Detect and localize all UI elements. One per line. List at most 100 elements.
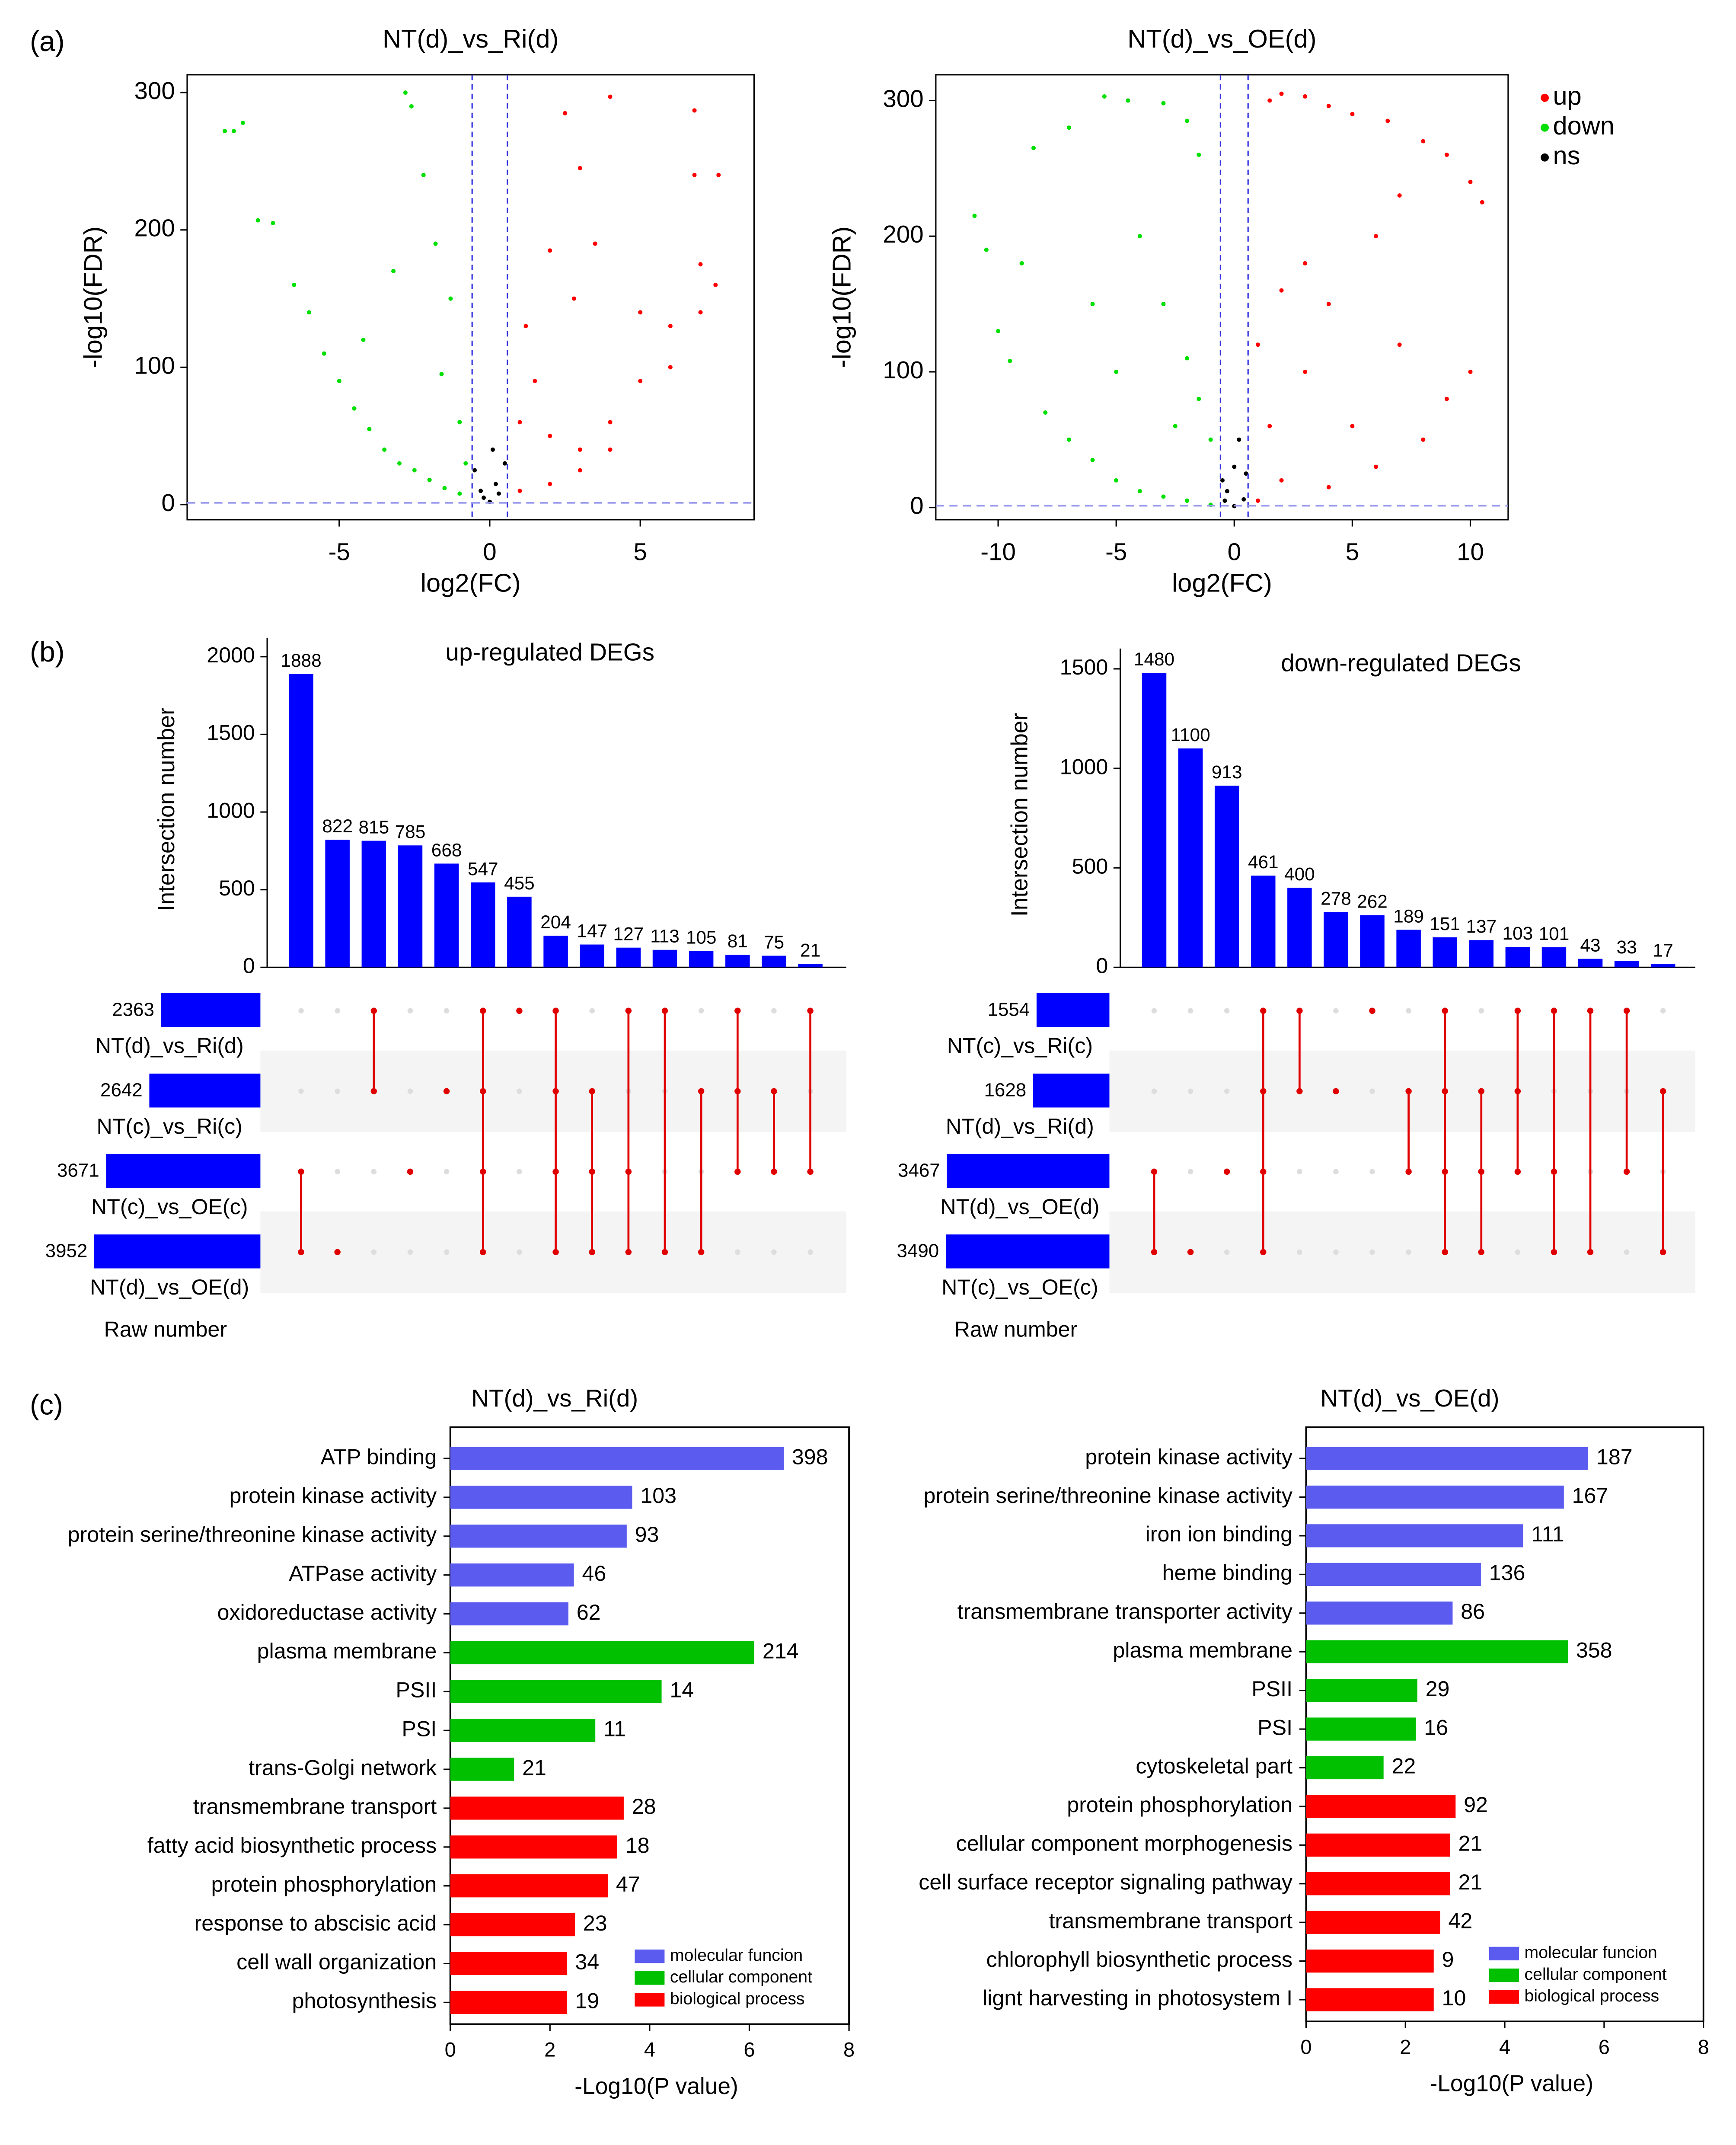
- value-label: 668: [431, 840, 462, 860]
- bar: [1360, 915, 1385, 968]
- point: [463, 461, 468, 466]
- y-tick-label: 300: [134, 77, 175, 104]
- count-label: 62: [577, 1600, 601, 1624]
- y-tick-label: 300: [883, 85, 923, 112]
- bar: [725, 955, 750, 968]
- point: [496, 491, 501, 496]
- panel-label: (c): [30, 1388, 63, 1420]
- point: [1137, 234, 1142, 239]
- point: [1241, 497, 1246, 502]
- point: [240, 121, 245, 125]
- matrix-dot: [1296, 1088, 1303, 1095]
- bar: [289, 674, 313, 968]
- point: [421, 173, 426, 177]
- matrix-dot: [1296, 1007, 1303, 1014]
- bar: [450, 1602, 568, 1626]
- point: [1161, 101, 1166, 105]
- value-label: 913: [1212, 762, 1242, 782]
- bar: [1178, 748, 1203, 968]
- count-label: 46: [582, 1561, 606, 1586]
- point: [1222, 499, 1227, 503]
- y-axis-label: -log10(FDR): [827, 226, 856, 368]
- point: [578, 166, 582, 170]
- bar: [1505, 946, 1530, 968]
- point: [1161, 302, 1166, 307]
- y-tick-label: 0: [243, 954, 255, 978]
- x-axis-label: log2(FC): [1172, 568, 1272, 597]
- legend-swatch: [635, 1971, 665, 1985]
- matrix-dot: [734, 1088, 741, 1095]
- bar: [325, 840, 350, 968]
- chart-title: NT(d)_vs_OE(d): [1127, 24, 1316, 53]
- matrix-dot-empty: [444, 1249, 450, 1255]
- bar: [616, 947, 641, 968]
- matrix-dot: [1260, 1168, 1267, 1175]
- matrix-dot: [625, 1168, 632, 1175]
- point: [578, 468, 582, 473]
- bar: [1142, 673, 1167, 968]
- point: [1225, 489, 1229, 494]
- point: [1326, 302, 1331, 307]
- matrix-dot-empty: [517, 1088, 522, 1094]
- point: [517, 489, 522, 493]
- matrix-dot: [407, 1168, 414, 1175]
- point: [1161, 494, 1166, 499]
- bar: [1469, 940, 1494, 968]
- point: [502, 461, 507, 466]
- point: [337, 379, 341, 384]
- x-tick-label: 5: [633, 538, 647, 565]
- matrix-dot: [807, 1007, 814, 1014]
- point: [1267, 98, 1272, 103]
- matrix-dot-empty: [807, 1249, 813, 1255]
- category-label: transmembrane transport: [193, 1794, 437, 1819]
- matrix-dot: [1514, 1168, 1521, 1175]
- bar: [1287, 888, 1312, 968]
- count-label: 187: [1596, 1445, 1633, 1469]
- point: [1185, 499, 1190, 503]
- value-label: 21: [800, 940, 820, 961]
- matrix-dot: [1623, 1168, 1630, 1175]
- legend-swatch: [635, 1949, 665, 1963]
- x-tick-label: -5: [329, 538, 350, 565]
- y-tick-label: 500: [219, 876, 255, 900]
- bar: [1306, 1872, 1450, 1896]
- set-bar: [149, 1074, 261, 1108]
- plot-frame: [186, 74, 755, 521]
- matrix-dot: [661, 1007, 668, 1014]
- matrix-dot: [298, 1249, 304, 1256]
- matrix-dot: [1551, 1007, 1557, 1014]
- bar: [1214, 786, 1239, 968]
- y-tick-label: 500: [1072, 854, 1108, 878]
- point: [1197, 152, 1201, 157]
- set-size-label: 3952: [45, 1240, 88, 1262]
- point: [409, 104, 414, 109]
- point: [1397, 342, 1402, 347]
- value-label: 278: [1321, 888, 1351, 908]
- set-size-label: 1628: [984, 1079, 1027, 1100]
- y-tick-label: 200: [883, 221, 923, 248]
- count-label: 23: [583, 1911, 607, 1935]
- count-label: 9: [1442, 1947, 1454, 1972]
- matrix-dot-empty: [298, 1088, 304, 1094]
- count-label: 86: [1461, 1599, 1485, 1624]
- point: [698, 310, 703, 315]
- matrix-dot: [734, 1168, 741, 1175]
- point: [1480, 200, 1484, 205]
- bar: [1306, 1640, 1568, 1663]
- point: [1255, 499, 1260, 503]
- point: [716, 173, 721, 177]
- set-bar: [945, 1234, 1110, 1269]
- point: [1102, 94, 1107, 99]
- bar: [798, 964, 823, 968]
- bar: [471, 882, 495, 968]
- legend-label: molecular funcion: [1525, 1944, 1657, 1962]
- value-label: 262: [1357, 892, 1388, 912]
- point: [578, 447, 582, 452]
- bar: [450, 1952, 567, 1976]
- point: [1468, 179, 1473, 184]
- category-label: photosynthesis: [292, 1989, 437, 2013]
- bar: [450, 1563, 574, 1587]
- count-label: 47: [616, 1872, 640, 1896]
- set-name: NT(d)_vs_OE(d): [940, 1195, 1099, 1219]
